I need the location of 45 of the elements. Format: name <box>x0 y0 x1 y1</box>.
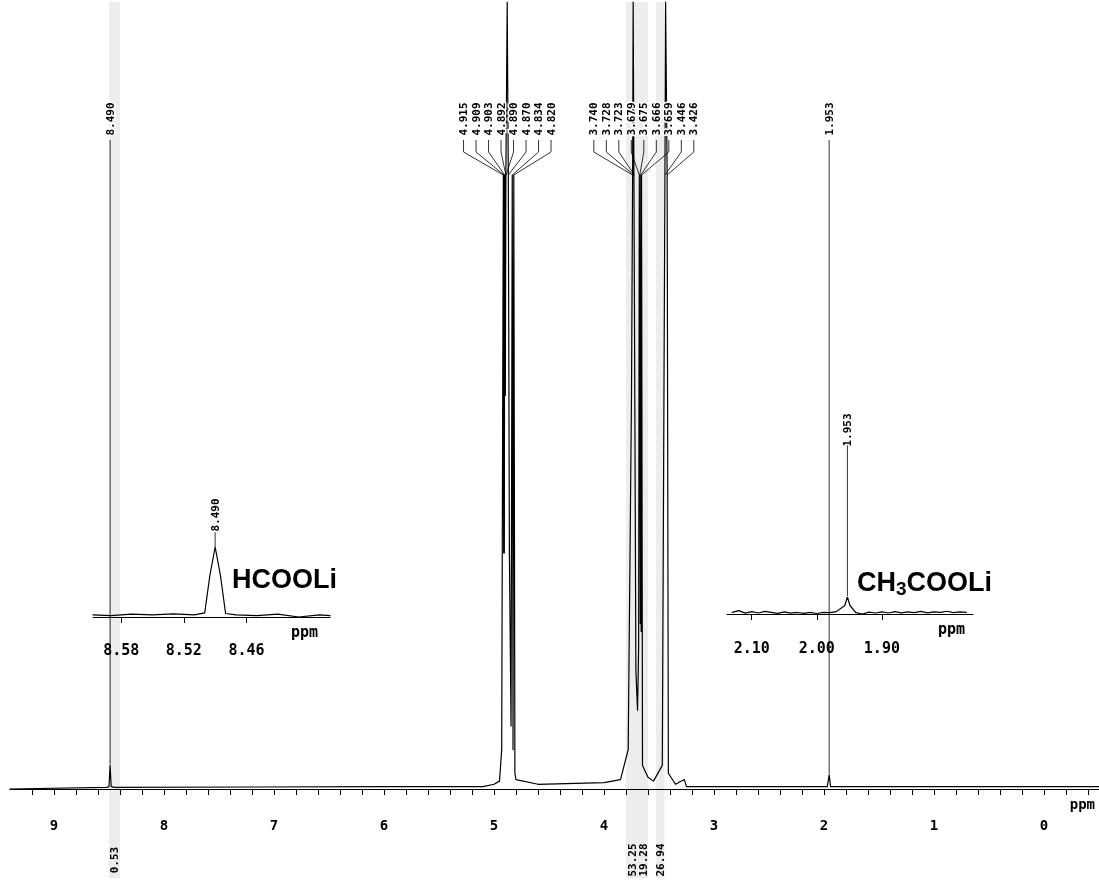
x-tick-label: 0 <box>1039 817 1049 833</box>
annotation: 3.675 <box>637 102 651 136</box>
x-tick-label: 3 <box>709 817 719 833</box>
x-tick-label: 5 <box>489 817 499 833</box>
band-label: 53.25 <box>625 843 639 877</box>
annotation: 3.740 <box>587 102 601 136</box>
annotation: HCOOLi <box>232 563 337 594</box>
x-tick-label: 2.10 <box>733 638 770 657</box>
annotation: 4.892 <box>494 102 508 136</box>
annotation: 4.909 <box>469 102 483 136</box>
annotation: 3.426 <box>687 102 701 136</box>
annotation: 3.446 <box>674 102 688 136</box>
annotation: 3.723 <box>612 102 626 136</box>
x-tick-label: 8.58 <box>103 640 140 659</box>
x-tick-label: 2 <box>819 817 829 833</box>
x-axis-title: ppm <box>937 619 965 638</box>
x-tick-label: 9 <box>49 817 59 833</box>
x-tick-label: 2.00 <box>798 638 835 657</box>
annotation: 8.490 <box>103 102 117 136</box>
x-tick-label: 8 <box>159 817 169 833</box>
annotation: 1.953 <box>822 102 836 136</box>
x-tick-label: 8.52 <box>165 640 202 659</box>
band-label: 19.28 <box>636 843 650 877</box>
annotation: 3.728 <box>599 102 613 136</box>
x-axis-title: ppm <box>290 622 318 641</box>
x-tick-label: 1.90 <box>863 638 900 657</box>
annotation: 3.679 <box>624 102 638 136</box>
x-tick-label: 4 <box>599 817 609 833</box>
annotation: 4.820 <box>544 102 558 136</box>
band-label: 0.53 <box>108 846 121 874</box>
x-tick-label: 6 <box>379 817 389 833</box>
x-axis-title: ppm <box>1069 796 1095 812</box>
annotation: 3.659 <box>662 102 676 136</box>
band-label: 26.94 <box>653 843 667 877</box>
x-tick-label: 1 <box>929 817 939 833</box>
annotation: 4.915 <box>457 102 471 136</box>
x-tick-label: 7 <box>269 817 279 833</box>
annotation: 4.834 <box>532 102 546 136</box>
annotation: 8.490 <box>208 498 222 532</box>
annotation: 4.890 <box>507 102 521 136</box>
annotation: 4.903 <box>482 102 496 136</box>
annotation: 4.870 <box>519 102 533 136</box>
annotation: 1.953 <box>840 413 854 447</box>
annotation: 3.666 <box>649 102 663 136</box>
x-tick-label: 8.46 <box>228 640 265 659</box>
